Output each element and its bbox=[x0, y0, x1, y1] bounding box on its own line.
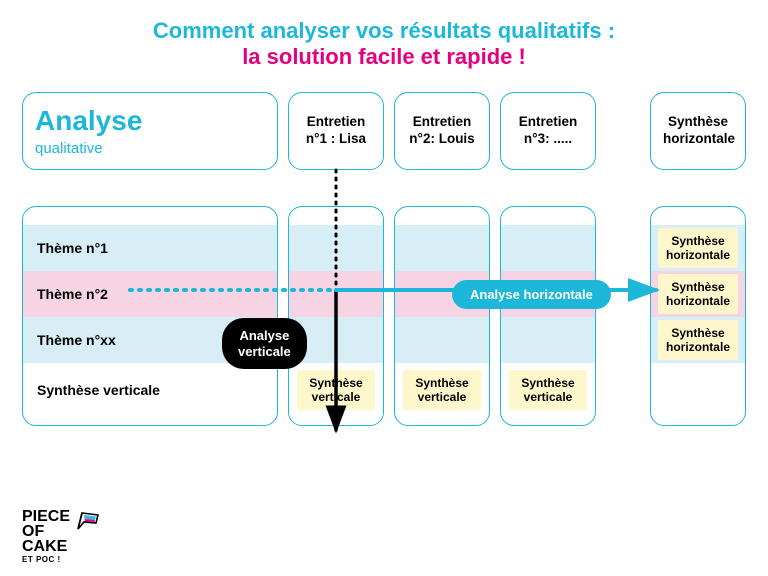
logo-l1: PIECE bbox=[22, 509, 70, 524]
c2-sv: Synthèse verticale bbox=[395, 363, 489, 417]
sh2: Synthèse horizontale bbox=[651, 271, 745, 317]
body-main: Thème n°1 Thème n°2 Thème n°xx Synthèse … bbox=[22, 206, 278, 426]
c1-sv: Synthèse verticale bbox=[289, 363, 383, 417]
title-line1: Comment analyser vos résultats qualitati… bbox=[22, 18, 746, 44]
logo: PIECE OF CAKE ET POC ! bbox=[22, 509, 104, 564]
c1-t2 bbox=[289, 271, 383, 317]
sv-chip-2: Synthèse verticale bbox=[403, 370, 482, 411]
c2-t1 bbox=[395, 225, 489, 271]
body-col1: Synthèse verticale bbox=[288, 206, 384, 426]
sh-empty bbox=[651, 363, 745, 417]
logo-l4: ET POC ! bbox=[22, 556, 70, 564]
c1-t1 bbox=[289, 225, 383, 271]
header-spacer bbox=[606, 92, 640, 170]
header-synth: Synthèse horizontale bbox=[650, 92, 746, 170]
sv-chip-3: Synthèse verticale bbox=[509, 370, 588, 411]
sv-chip-1: Synthèse verticale bbox=[297, 370, 376, 411]
body-spacer bbox=[606, 206, 640, 426]
header-col1: Entretien n°1 : Lisa bbox=[288, 92, 384, 170]
sh1: Synthèse horizontale bbox=[651, 225, 745, 271]
sh3: Synthèse horizontale bbox=[651, 317, 745, 363]
sv-label: Synthèse verticale bbox=[23, 363, 277, 417]
vertical-analysis-text: Analyseverticale bbox=[238, 328, 291, 359]
analyse-title: Analyse bbox=[35, 103, 265, 138]
body-col2: Synthèse verticale bbox=[394, 206, 490, 426]
c3-t1 bbox=[501, 225, 595, 271]
horizontal-analysis-text: Analyse horizontale bbox=[470, 287, 593, 302]
sh-chip-3: Synthèse horizontale bbox=[658, 320, 739, 361]
title-line2: la solution facile et rapide ! bbox=[22, 44, 746, 70]
logo-l2: OF bbox=[22, 524, 70, 539]
sh-chip-2: Synthèse horizontale bbox=[658, 274, 739, 315]
gap bbox=[22, 180, 746, 196]
c2-t3 bbox=[395, 317, 489, 363]
vertical-analysis-pill: Analyseverticale bbox=[222, 318, 307, 369]
logo-flag-icon bbox=[76, 509, 104, 533]
c3-t3 bbox=[501, 317, 595, 363]
sh-chip-1: Synthèse horizontale bbox=[658, 228, 739, 269]
header-col3: Entretien n°3: ..... bbox=[500, 92, 596, 170]
header-main: Analyse qualitative bbox=[22, 92, 278, 170]
logo-text: PIECE OF CAKE ET POC ! bbox=[22, 509, 70, 564]
logo-l3: CAKE bbox=[22, 539, 70, 554]
horizontal-analysis-pill: Analyse horizontale bbox=[452, 280, 611, 309]
theme2-label: Thème n°2 bbox=[23, 271, 277, 317]
body-col3: Synthèse verticale bbox=[500, 206, 596, 426]
analyse-subtitle: qualitative bbox=[35, 140, 265, 159]
diagram-grid: Analyse qualitative Entretien n°1 : Lisa… bbox=[22, 92, 746, 426]
theme1-label: Thème n°1 bbox=[23, 225, 277, 271]
body-synth: Synthèse horizontale Synthèse horizontal… bbox=[650, 206, 746, 426]
title: Comment analyser vos résultats qualitati… bbox=[22, 18, 746, 70]
header-col2: Entretien n°2: Louis bbox=[394, 92, 490, 170]
c3-sv: Synthèse verticale bbox=[501, 363, 595, 417]
